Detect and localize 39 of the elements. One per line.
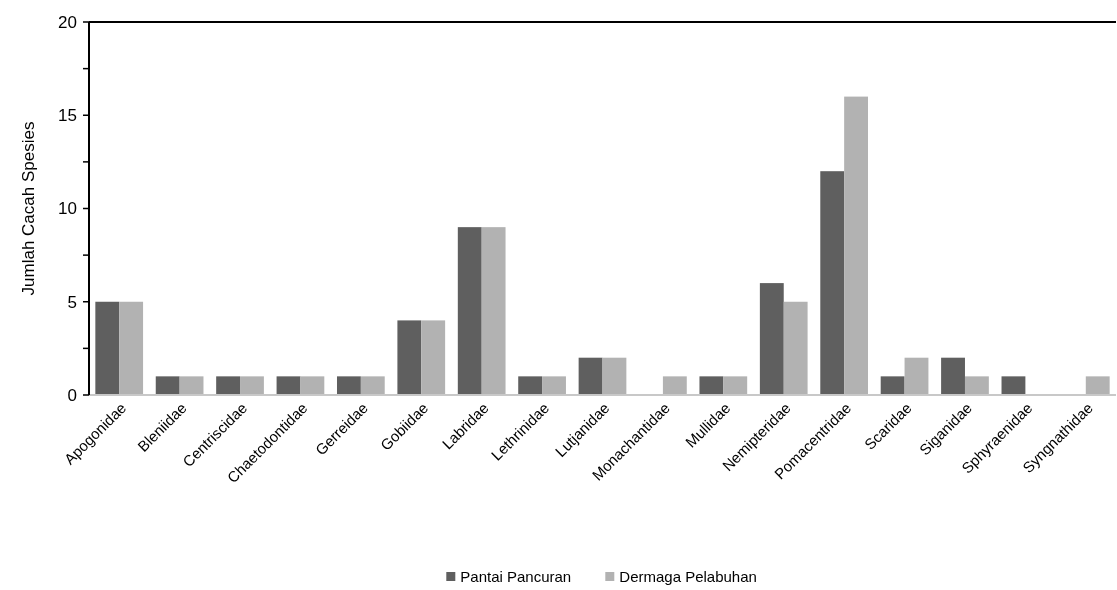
bar	[276, 376, 301, 395]
bar	[662, 376, 687, 395]
y-tick-label: 0	[67, 385, 77, 405]
legend-label: Dermaga Pelabuhan	[619, 568, 757, 586]
bar	[518, 376, 543, 395]
bar	[457, 227, 482, 395]
bar	[904, 357, 929, 395]
bar	[155, 376, 180, 395]
bar	[421, 320, 446, 395]
bar	[578, 357, 603, 395]
bar	[699, 376, 724, 395]
bar	[783, 301, 808, 395]
bar	[240, 376, 264, 395]
bar	[216, 376, 241, 395]
bar	[759, 283, 784, 395]
bar	[844, 96, 869, 395]
y-tick-label: 10	[58, 199, 77, 219]
bar	[179, 376, 204, 395]
bar	[820, 171, 845, 395]
bar	[336, 376, 361, 395]
bar	[880, 376, 905, 395]
bar	[723, 376, 748, 395]
bar	[1085, 376, 1110, 395]
bar	[95, 301, 120, 395]
bar	[481, 227, 506, 395]
bar	[941, 357, 965, 395]
bar	[1001, 376, 1026, 395]
bar	[602, 357, 627, 395]
bar	[542, 376, 566, 395]
bar	[964, 376, 989, 395]
y-tick-label: 5	[67, 292, 77, 312]
legend-label: Pantai Pancuran	[460, 568, 572, 586]
y-tick-label: 15	[58, 106, 77, 126]
y-axis-title: Jumlah Cacah Spesies	[19, 121, 38, 296]
bar	[397, 320, 422, 395]
bar	[300, 376, 325, 395]
bar	[360, 376, 385, 395]
y-tick-label: 20	[58, 12, 77, 32]
bar	[119, 301, 144, 395]
